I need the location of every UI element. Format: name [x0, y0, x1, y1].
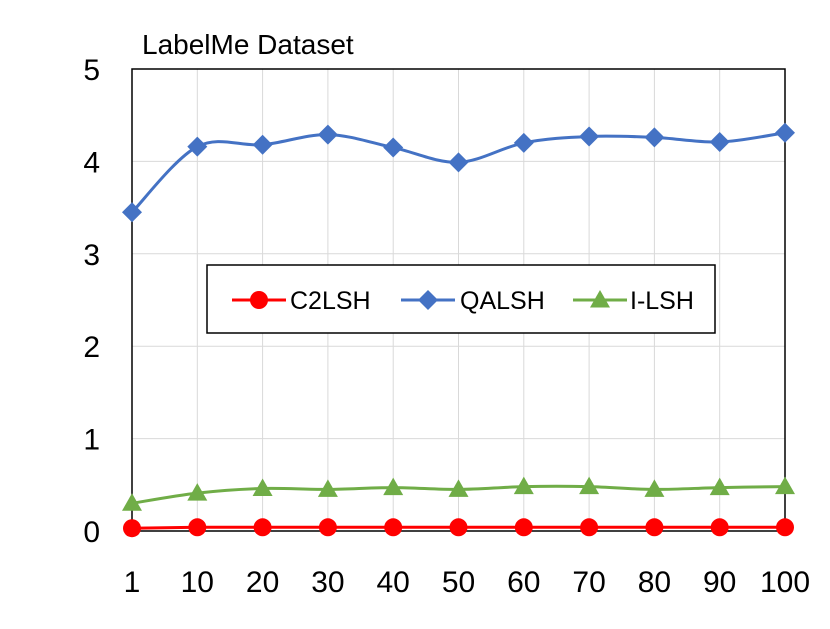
data-point-marker [383, 477, 404, 496]
data-point-marker [318, 518, 337, 537]
data-point-marker [645, 518, 664, 537]
x-tick-label: 30 [311, 566, 344, 599]
x-tick-label: 70 [572, 566, 605, 599]
data-point-marker [709, 477, 730, 496]
chart-title: LabelMe Dataset [142, 29, 354, 60]
series-qalsh [122, 122, 795, 223]
legend: C2LSH QALSH I-LSH [206, 264, 716, 334]
data-point-marker [514, 518, 533, 537]
legend-marker-swatch [250, 291, 268, 309]
series-lines [122, 122, 795, 538]
legend-entry-i-lsh: I-LSH [573, 287, 694, 315]
x-tick-label: 80 [638, 566, 671, 599]
x-tick-label: 50 [442, 566, 475, 599]
x-axis-tick-labels: 1 10 20 30 40 50 60 70 80 90 100 [124, 566, 810, 599]
data-point-marker [317, 479, 338, 497]
y-tick-label: 2 [83, 331, 100, 364]
x-tick-label: 40 [377, 566, 410, 599]
data-point-marker [580, 518, 599, 537]
y-tick-label: 1 [83, 424, 100, 457]
data-point-marker [644, 127, 665, 148]
data-point-marker [122, 202, 142, 223]
x-tick-label: 1 [124, 566, 141, 599]
y-axis-tick-labels: 0 1 2 3 4 5 [83, 54, 100, 549]
y-tick-label: 5 [83, 54, 100, 87]
data-point-marker [123, 519, 141, 538]
data-point-marker [188, 518, 207, 537]
data-point-marker [710, 518, 729, 537]
x-tick-label: 60 [507, 566, 540, 599]
x-tick-label: 20 [246, 566, 279, 599]
data-point-marker [448, 152, 469, 173]
data-point-marker [775, 476, 795, 495]
series-c2lsh [123, 518, 794, 538]
x-tick-label: 100 [760, 566, 810, 599]
data-point-marker [709, 131, 730, 152]
data-point-marker [449, 518, 468, 537]
data-point-marker [775, 122, 795, 143]
data-point-marker [187, 483, 208, 501]
y-tick-label: 4 [83, 146, 100, 179]
data-point-marker [579, 126, 600, 147]
x-tick-label: 90 [703, 566, 736, 599]
series-i-lsh [122, 476, 795, 511]
legend-label: C2LSH [290, 287, 371, 315]
y-tick-label: 3 [83, 239, 100, 272]
legend-label: QALSH [460, 287, 545, 315]
legend-entry-c2lsh: C2LSH [232, 287, 371, 315]
data-point-marker [513, 132, 534, 153]
legend-marker-swatch [418, 290, 438, 310]
data-point-marker [317, 124, 338, 145]
data-point-marker [252, 478, 273, 496]
y-tick-label: 0 [83, 516, 100, 549]
data-point-marker [383, 137, 404, 158]
legend-marker-swatch [590, 290, 610, 308]
data-point-marker [187, 136, 208, 157]
data-point-marker [384, 518, 403, 537]
data-point-marker [448, 479, 469, 497]
x-tick-label: 10 [181, 566, 214, 599]
legend-box [206, 264, 716, 334]
data-point-marker [252, 134, 273, 155]
data-point-marker [253, 518, 272, 537]
data-point-marker [776, 518, 794, 537]
legend-label: I-LSH [630, 287, 694, 315]
data-point-marker [644, 479, 665, 497]
legend-entry-qalsh: QALSH [401, 287, 545, 315]
data-point-marker [122, 493, 142, 511]
data-point-marker [579, 476, 600, 495]
data-point-marker [513, 476, 534, 495]
